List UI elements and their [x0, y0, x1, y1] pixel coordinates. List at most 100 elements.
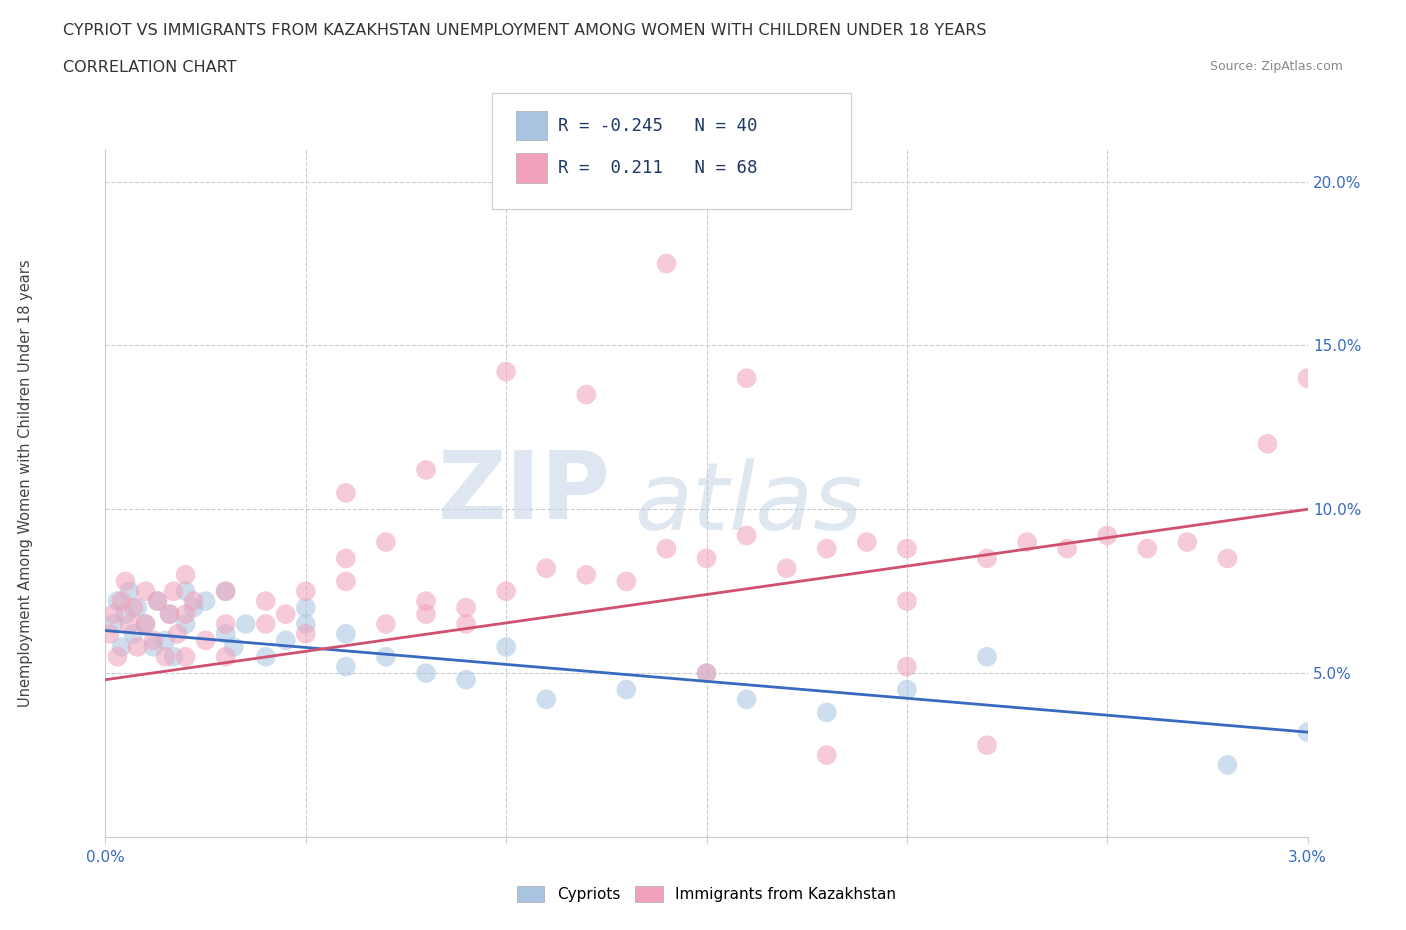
- Point: [976, 649, 998, 664]
- Point: [1257, 436, 1279, 451]
- Point: [335, 551, 357, 565]
- Point: [174, 617, 197, 631]
- Point: [174, 567, 197, 582]
- Point: [146, 593, 169, 608]
- Point: [1175, 535, 1198, 550]
- Point: [415, 666, 437, 681]
- Point: [222, 640, 245, 655]
- Point: [335, 574, 357, 589]
- Point: [815, 748, 838, 763]
- Text: CYPRIOT VS IMMIGRANTS FROM KAZAKHSTAN UNEMPLOYMENT AMONG WOMEN WITH CHILDREN UND: CYPRIOT VS IMMIGRANTS FROM KAZAKHSTAN UN…: [63, 23, 987, 38]
- Point: [162, 649, 184, 664]
- Point: [495, 640, 517, 655]
- Point: [159, 606, 181, 621]
- Point: [194, 633, 217, 648]
- Point: [454, 672, 477, 687]
- Point: [335, 485, 357, 500]
- Point: [415, 606, 437, 621]
- Point: [855, 535, 877, 550]
- Point: [162, 584, 184, 599]
- Point: [103, 617, 125, 631]
- Point: [1136, 541, 1159, 556]
- Point: [159, 606, 181, 621]
- Point: [122, 627, 145, 642]
- Point: [235, 617, 257, 631]
- Point: [142, 640, 165, 655]
- Point: [107, 649, 129, 664]
- Point: [534, 692, 557, 707]
- Point: [415, 462, 437, 477]
- Point: [135, 584, 157, 599]
- Point: [735, 371, 758, 386]
- Point: [1296, 724, 1319, 739]
- Text: Unemployment Among Women with Children Under 18 years: Unemployment Among Women with Children U…: [18, 259, 32, 708]
- Point: [1097, 528, 1119, 543]
- Text: CORRELATION CHART: CORRELATION CHART: [63, 60, 236, 75]
- Point: [107, 593, 129, 608]
- Point: [274, 633, 297, 648]
- Point: [374, 535, 398, 550]
- Point: [114, 606, 136, 621]
- Point: [254, 617, 277, 631]
- Text: R = -0.245   N = 40: R = -0.245 N = 40: [558, 116, 758, 135]
- Point: [174, 584, 197, 599]
- Point: [155, 649, 177, 664]
- Point: [616, 682, 638, 697]
- Point: [415, 593, 437, 608]
- Point: [815, 705, 838, 720]
- Point: [114, 574, 136, 589]
- Point: [295, 600, 318, 615]
- Point: [254, 649, 277, 664]
- Point: [127, 600, 149, 615]
- Point: [135, 617, 157, 631]
- Point: [575, 387, 598, 402]
- Point: [454, 600, 477, 615]
- Point: [776, 561, 799, 576]
- Point: [174, 649, 197, 664]
- Point: [696, 666, 718, 681]
- Point: [295, 584, 318, 599]
- Point: [815, 541, 838, 556]
- Legend: Cypriots, Immigrants from Kazakhstan: Cypriots, Immigrants from Kazakhstan: [510, 881, 903, 909]
- Point: [295, 627, 318, 642]
- Point: [183, 593, 205, 608]
- Point: [896, 659, 918, 674]
- Point: [1216, 757, 1239, 772]
- Point: [655, 541, 678, 556]
- Point: [127, 640, 149, 655]
- Point: [174, 606, 197, 621]
- Point: [135, 617, 157, 631]
- Point: [335, 627, 357, 642]
- Point: [214, 584, 236, 599]
- Point: [166, 627, 188, 642]
- Point: [155, 633, 177, 648]
- Point: [103, 606, 125, 621]
- Point: [214, 649, 236, 664]
- Point: [110, 640, 132, 655]
- Point: [142, 633, 165, 648]
- Point: [118, 617, 141, 631]
- Point: [696, 666, 718, 681]
- Point: [214, 627, 236, 642]
- Point: [495, 365, 517, 379]
- Point: [1017, 535, 1039, 550]
- Point: [976, 551, 998, 565]
- Text: R =  0.211   N = 68: R = 0.211 N = 68: [558, 159, 758, 178]
- Point: [616, 574, 638, 589]
- Point: [183, 600, 205, 615]
- Point: [335, 659, 357, 674]
- Point: [214, 584, 236, 599]
- Point: [295, 617, 318, 631]
- Point: [98, 627, 121, 642]
- Point: [374, 617, 398, 631]
- Point: [454, 617, 477, 631]
- Point: [146, 593, 169, 608]
- Point: [735, 692, 758, 707]
- Point: [274, 606, 297, 621]
- Point: [696, 551, 718, 565]
- Point: [1296, 371, 1319, 386]
- Text: ZIP: ZIP: [437, 447, 610, 538]
- Point: [976, 737, 998, 752]
- Point: [896, 541, 918, 556]
- Point: [374, 649, 398, 664]
